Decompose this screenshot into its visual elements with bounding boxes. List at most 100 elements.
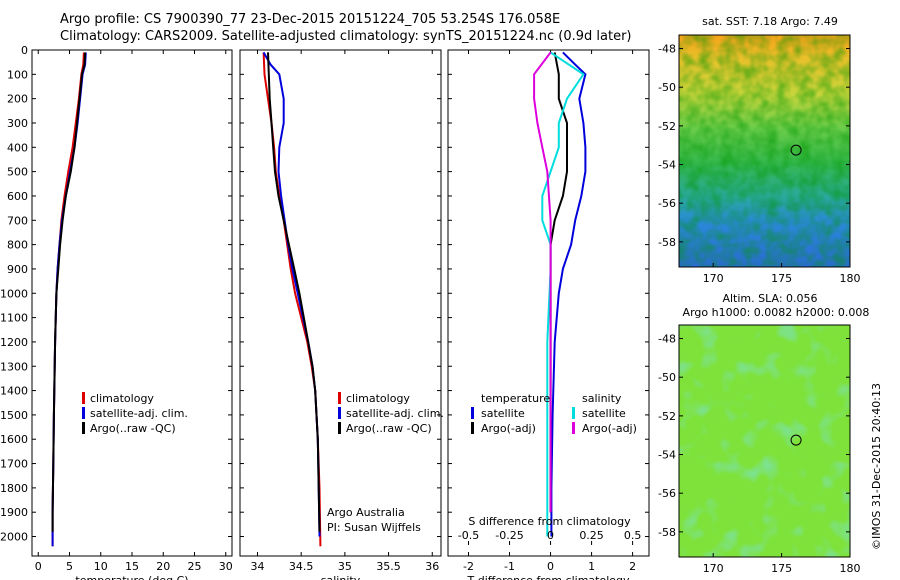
difference-series-line: [550, 51, 587, 537]
sst_map-ytick-label: -48: [658, 43, 676, 56]
salinity-xtick-label: 35: [338, 560, 352, 573]
sst_map-xtick-label: 170: [703, 272, 724, 285]
sst_map-ytick-label: -50: [658, 81, 676, 94]
difference-series-line: [541, 51, 585, 537]
difference-legend-label: satellite: [481, 407, 525, 420]
salinity-xtick-label: 35.5: [376, 560, 401, 573]
temperature-legend-label: Argo(..raw -QC): [90, 422, 176, 435]
temperature-xtick-label: 20: [156, 560, 170, 573]
difference-secondary-tick-label: 0: [547, 529, 554, 542]
depth-tick-label: 700: [7, 214, 28, 227]
sla_map-ytick-label: -56: [658, 487, 676, 500]
depth-tick-label: 600: [7, 190, 28, 203]
difference-series-line: [533, 51, 552, 513]
difference-secondary-tick-label: -0.25: [495, 529, 523, 542]
sst_map-ytick-label: -58: [658, 236, 676, 249]
sst_map-frame: [678, 34, 851, 268]
difference-secondary-tick-label: 0.5: [624, 529, 642, 542]
difference-legend-swatch: [572, 407, 575, 419]
depth-tick-label: 1900: [0, 506, 28, 519]
temperature-xtick-label: 15: [125, 560, 139, 573]
difference-xtick-label: -2: [463, 560, 474, 573]
sla_map-ytick-label: -50: [658, 371, 676, 384]
temperature-xlabel: temperature (deg C): [75, 574, 188, 580]
difference-xtick-label: 0: [547, 560, 554, 573]
temperature-series-line: [51, 52, 87, 532]
depth-tick-label: 1200: [0, 336, 28, 349]
salinity-legend-label: climatology: [346, 392, 410, 405]
temperature-xtick-label: 25: [188, 560, 202, 573]
sst_map-xtick-label: 175: [771, 272, 792, 285]
difference-secondary-tick-label: -0.5: [458, 529, 479, 542]
depth-tick-label: 100: [7, 68, 28, 81]
temperature-legend-label: climatology: [90, 392, 154, 405]
depth-tick-label: 400: [7, 141, 28, 154]
difference-xlabel: T difference from climatology: [467, 574, 630, 580]
depth-tick-label: 2000: [0, 531, 28, 544]
difference-legend-swatch: [572, 422, 575, 434]
credit-label: ©IMOS 31-Dec-2015 20:40:13: [870, 383, 883, 550]
difference-legend-swatch: [471, 422, 474, 434]
argo-position-marker: [790, 434, 802, 446]
sla_map-ytick-label: -48: [658, 333, 676, 346]
difference-legend-label: Argo(-adj): [582, 422, 637, 435]
sla_map-ytick-label: -58: [658, 526, 676, 539]
depth-tick-label: 1600: [0, 433, 28, 446]
temperature-xtick-label: 30: [219, 560, 233, 573]
difference-xtick-label: 2: [629, 560, 636, 573]
sst_map-ytick-label: -52: [658, 120, 676, 133]
depth-tick-label: 200: [7, 93, 28, 106]
depth-tick-label: 900: [7, 263, 28, 276]
depth-tick-label: 1800: [0, 482, 28, 495]
salinity-legend-label: satellite-adj. clim.: [346, 407, 444, 420]
depth-tick-label: 1400: [0, 385, 28, 398]
difference-legend-label: salinity: [582, 392, 622, 405]
salinity-legend-label: Argo(..raw -QC): [346, 422, 432, 435]
argo-credit-annotation: PI: Susan Wijffels: [327, 521, 421, 534]
sla-map-subtitle: Argo h1000: 0.0082 h2000: 0.008: [683, 306, 870, 319]
salinity-legend-swatch: [338, 422, 341, 434]
depth-tick-label: 0: [21, 44, 28, 57]
argo-position-marker: [790, 144, 802, 156]
sst-map-title: sat. SST: 7.18 Argo: 7.49: [702, 15, 838, 28]
depth-tick-label: 1500: [0, 409, 28, 422]
depth-tick-label: 800: [7, 239, 28, 252]
sla_map-frame: [678, 324, 851, 558]
sst_map-xtick-label: 180: [840, 272, 861, 285]
header-line-1: Argo profile: CS 7900390_77 23-Dec-2015 …: [60, 12, 561, 27]
sst_map-ytick-label: -56: [658, 197, 676, 210]
header-line-2: Climatology: CARS2009. Satellite-adjuste…: [60, 29, 632, 44]
temperature-xtick-label: 5: [66, 560, 73, 573]
sla_map-xtick-label: 180: [840, 562, 861, 575]
temperature-axes-frame: [31, 49, 233, 557]
temperature-xtick-label: 0: [35, 560, 42, 573]
difference-secondary-axis-label: S difference from climatology: [468, 515, 631, 528]
sla-texture: [679, 325, 850, 557]
temperature-legend-swatch: [82, 407, 85, 419]
temperature-legend-swatch: [82, 392, 85, 404]
depth-tick-label: 300: [7, 117, 28, 130]
sla_map-xtick-label: 170: [703, 562, 724, 575]
salinity-xtick-label: 34.5: [289, 560, 314, 573]
sla_map-ytick-label: -52: [658, 410, 676, 423]
salinity-legend-swatch: [338, 407, 341, 419]
difference-legend-swatch: [471, 407, 474, 419]
sla-map-title: Altim. SLA: 0.056: [722, 292, 817, 305]
argo-credit-annotation: Argo Australia: [327, 506, 405, 519]
salinity-xtick-label: 36: [425, 560, 439, 573]
temperature-xtick-label: 10: [94, 560, 108, 573]
depth-tick-label: 1100: [0, 312, 28, 325]
depth-tick-label: 500: [7, 166, 28, 179]
salinity-series-line: [267, 52, 321, 532]
difference-xtick-label: -1: [504, 560, 515, 573]
sst_map-ytick-label: -54: [658, 159, 676, 172]
difference-legend-label: temperature: [481, 392, 550, 405]
difference-xtick-label: 1: [588, 560, 595, 573]
temperature-legend-label: satellite-adj. clim.: [90, 407, 188, 420]
difference-secondary-tick-label: 0.25: [579, 529, 604, 542]
depth-tick-label: 1000: [0, 287, 28, 300]
difference-legend-label: satellite: [582, 407, 626, 420]
salinity-legend-swatch: [338, 392, 341, 404]
sla_map-xtick-label: 175: [771, 562, 792, 575]
